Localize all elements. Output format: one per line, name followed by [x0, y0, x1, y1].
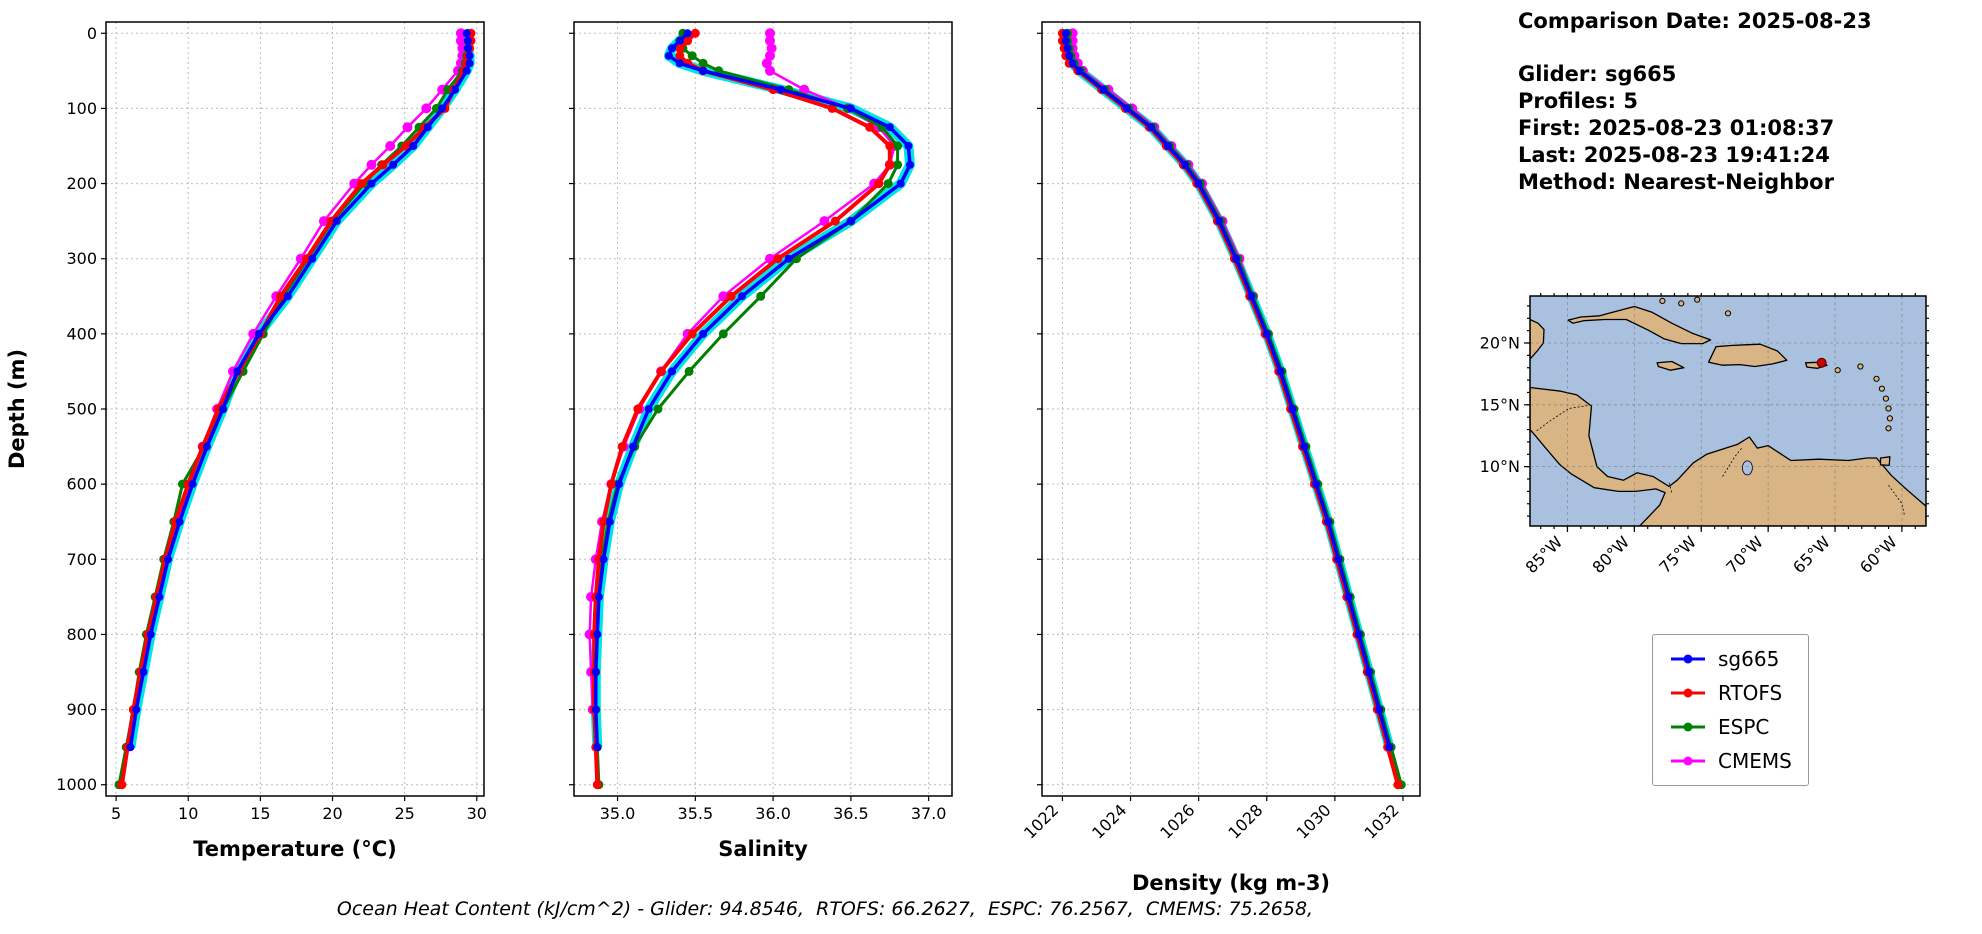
legend-line-marker-icon — [1671, 756, 1705, 766]
svg-text:36.0: 36.0 — [755, 804, 791, 823]
gridlines — [574, 22, 952, 796]
svg-text:37.0: 37.0 — [911, 804, 947, 823]
ocean-heat-content-footer: Ocean Heat Content (kJ/cm^2) - Glider: 9… — [336, 898, 1314, 920]
svg-text:10: 10 — [178, 804, 198, 823]
axis-ticks: 1022 1024 1026 1028 1030 1032 — [1020, 32, 1404, 843]
xlabel-density: Density (kg m-3) — [1132, 871, 1330, 895]
info-panel: Comparison Date: 2025-08-23 Glider: sg66… — [1518, 8, 1872, 196]
comparison-date-text: Comparison Date: 2025-08-23 — [1518, 9, 1872, 33]
legend-line-marker-icon — [1671, 722, 1705, 732]
svg-text:1000: 1000 — [56, 775, 97, 794]
svg-text:5: 5 — [111, 804, 121, 823]
svg-text:100: 100 — [66, 99, 97, 118]
svg-text:800: 800 — [66, 625, 97, 644]
svg-text:65°W: 65°W — [1789, 532, 1834, 577]
svg-text:300: 300 — [66, 249, 97, 268]
glider-spread-band — [590, 29, 915, 748]
legend-item-sg665: sg665 — [1669, 647, 1792, 671]
legend-label: CMEMS — [1718, 749, 1792, 773]
svg-text:400: 400 — [66, 324, 97, 343]
svg-text:15: 15 — [250, 804, 270, 823]
svg-text:35.0: 35.0 — [600, 804, 636, 823]
svg-text:1030: 1030 — [1292, 800, 1334, 842]
svg-text:80°W: 80°W — [1588, 532, 1633, 577]
lake-maracaibo — [1741, 460, 1753, 476]
series-CMEMS — [1067, 28, 1385, 715]
svg-text:1028: 1028 — [1224, 800, 1266, 842]
svg-text:20: 20 — [322, 804, 342, 823]
legend-label: RTOFS — [1718, 681, 1783, 705]
svg-text:25: 25 — [394, 804, 414, 823]
svg-text:600: 600 — [66, 475, 97, 494]
legend-item-cmems: CMEMS — [1669, 749, 1792, 773]
ylabel-depth: Depth (m) — [5, 349, 29, 469]
series-sg665 — [126, 29, 474, 752]
chart-salinity: 35.0 35.5 36.0 36.5 37.0 — [569, 21, 953, 823]
gridlines — [106, 22, 484, 796]
legend-item-espc: ESPC — [1669, 715, 1792, 739]
info-spacer — [1518, 35, 1872, 61]
map: 85°W 80°W 75°W 70°W 65°W 60°W 20°N 15°N 10°N — [1480, 293, 1929, 577]
axis-ticks: 35.0 35.5 36.0 36.5 37.0 — [569, 32, 947, 823]
svg-text:35.5: 35.5 — [678, 804, 714, 823]
axis-ticks: 5 10 15 20 25 3001002003004005006007008009001… — [56, 24, 487, 823]
series-group — [1057, 28, 1406, 790]
legend-item-rtofs: RTOFS — [1669, 681, 1792, 705]
series-sg665 — [591, 29, 914, 752]
svg-text:1026: 1026 — [1156, 800, 1198, 842]
series-CMEMS — [584, 28, 900, 715]
chart-density: 1022 1024 1026 1028 1030 1032 — [1020, 21, 1421, 843]
svg-text:75°W: 75°W — [1655, 532, 1700, 577]
xlabel-salinity: Salinity — [718, 837, 808, 861]
svg-text:85°W: 85°W — [1522, 532, 1567, 577]
legend-line-marker-icon — [1671, 654, 1705, 664]
svg-text:500: 500 — [66, 400, 97, 419]
svg-text:1032: 1032 — [1361, 800, 1403, 842]
series-RTOFS — [589, 28, 895, 790]
last-profile-text: Last: 2025-08-23 19:41:24 — [1518, 143, 1830, 167]
svg-text:1022: 1022 — [1020, 800, 1062, 842]
svg-text:700: 700 — [66, 550, 97, 569]
glider-spread-band — [1060, 33, 1395, 749]
svg-text:1024: 1024 — [1088, 800, 1130, 842]
legend-label: sg665 — [1718, 647, 1780, 671]
legend-line-marker-icon — [1671, 688, 1705, 698]
svg-text:36.5: 36.5 — [833, 804, 869, 823]
glider-location-marker — [1816, 357, 1827, 368]
series-group — [114, 28, 476, 790]
chart-temperature: 5 10 15 20 25 3001002003004005006007008009001… — [56, 21, 487, 823]
svg-text:10°N: 10°N — [1480, 457, 1520, 476]
svg-text:60°W: 60°W — [1856, 532, 1901, 577]
first-profile-text: First: 2025-08-23 01:08:37 — [1518, 116, 1835, 140]
series-group — [584, 28, 915, 790]
method-text: Method: Nearest-Neighbor — [1518, 170, 1834, 194]
xlabel-temperature: Temperature (°C) — [193, 837, 396, 861]
svg-text:70°W: 70°W — [1722, 532, 1767, 577]
series-sg665 — [1061, 29, 1394, 752]
series-ESPC — [1063, 28, 1406, 790]
svg-text:30: 30 — [467, 804, 487, 823]
legend: sg665 RTOFS ESPC CMEMS — [1652, 634, 1809, 786]
svg-text:20°N: 20°N — [1480, 333, 1520, 352]
svg-text:900: 900 — [66, 700, 97, 719]
svg-text:0: 0 — [87, 24, 97, 43]
series-RTOFS — [1057, 28, 1403, 790]
profiles-text: Profiles: 5 — [1518, 89, 1639, 113]
glider-text: Glider: sg665 — [1518, 62, 1677, 86]
legend-label: ESPC — [1718, 715, 1770, 739]
svg-text:200: 200 — [66, 174, 97, 193]
map-graticule — [1530, 296, 1926, 526]
svg-text:15°N: 15°N — [1480, 395, 1520, 414]
gridlines — [1042, 22, 1420, 796]
